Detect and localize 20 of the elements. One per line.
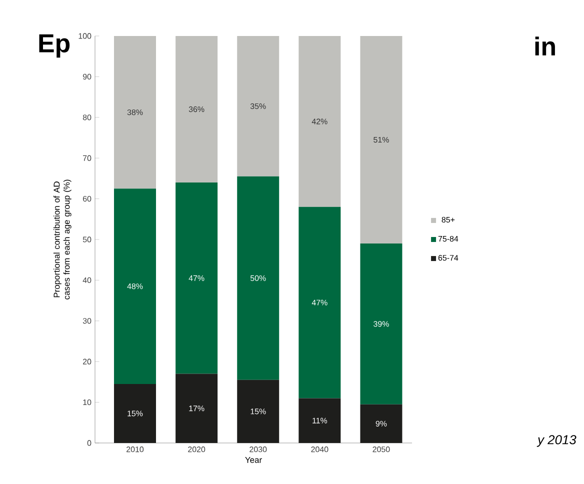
bar — [176, 36, 218, 183]
text: Ep — [39, 34, 70, 58]
bar — [237, 36, 280, 176]
bar — [237, 176, 280, 380]
bar — [176, 182, 218, 374]
bar — [360, 244, 402, 404]
x-axis-title: Year — [245, 456, 262, 463]
text: in — [535, 36, 555, 56]
bar — [360, 404, 402, 443]
bar — [237, 380, 280, 443]
text: y 2013 — [536, 435, 576, 447]
bar — [114, 36, 156, 189]
y-axis-title: Proportional contribution of AD cases from each age group (%) — [53, 180, 72, 300]
bar — [114, 384, 156, 443]
bar — [298, 206, 341, 398]
bar — [114, 188, 156, 384]
bar — [360, 36, 402, 244]
bar — [298, 36, 341, 207]
bar — [176, 374, 218, 443]
bar — [298, 398, 341, 443]
